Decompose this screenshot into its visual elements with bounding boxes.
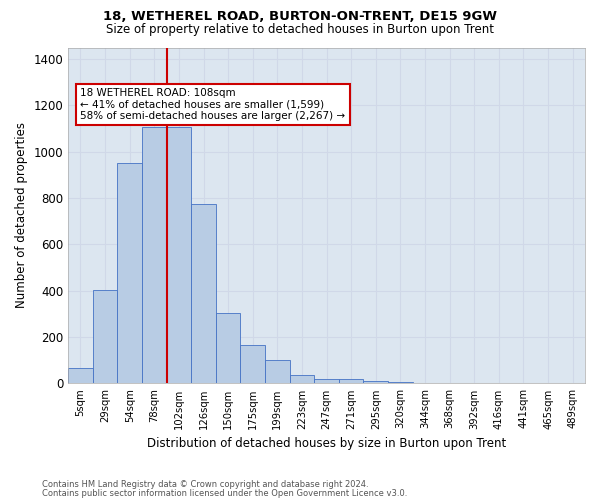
Text: Contains public sector information licensed under the Open Government Licence v3: Contains public sector information licen… — [42, 488, 407, 498]
Bar — [68, 368, 93, 384]
Bar — [388, 382, 413, 384]
Text: Contains HM Land Registry data © Crown copyright and database right 2024.: Contains HM Land Registry data © Crown c… — [42, 480, 368, 489]
Bar — [290, 376, 314, 384]
X-axis label: Distribution of detached houses by size in Burton upon Trent: Distribution of detached houses by size … — [147, 437, 506, 450]
Bar — [167, 128, 191, 384]
Bar — [241, 345, 265, 384]
Bar — [216, 313, 241, 384]
Bar — [191, 204, 216, 384]
Bar — [93, 290, 118, 384]
Bar — [364, 381, 388, 384]
Text: 18 WETHEREL ROAD: 108sqm
← 41% of detached houses are smaller (1,599)
58% of sem: 18 WETHEREL ROAD: 108sqm ← 41% of detach… — [80, 88, 346, 121]
Text: Size of property relative to detached houses in Burton upon Trent: Size of property relative to detached ho… — [106, 22, 494, 36]
Text: 18, WETHEREL ROAD, BURTON-ON-TRENT, DE15 9GW: 18, WETHEREL ROAD, BURTON-ON-TRENT, DE15… — [103, 10, 497, 23]
Bar — [314, 380, 339, 384]
Bar — [142, 128, 167, 384]
Bar — [118, 164, 142, 384]
Bar — [265, 360, 290, 384]
Bar — [339, 380, 364, 384]
Y-axis label: Number of detached properties: Number of detached properties — [15, 122, 28, 308]
